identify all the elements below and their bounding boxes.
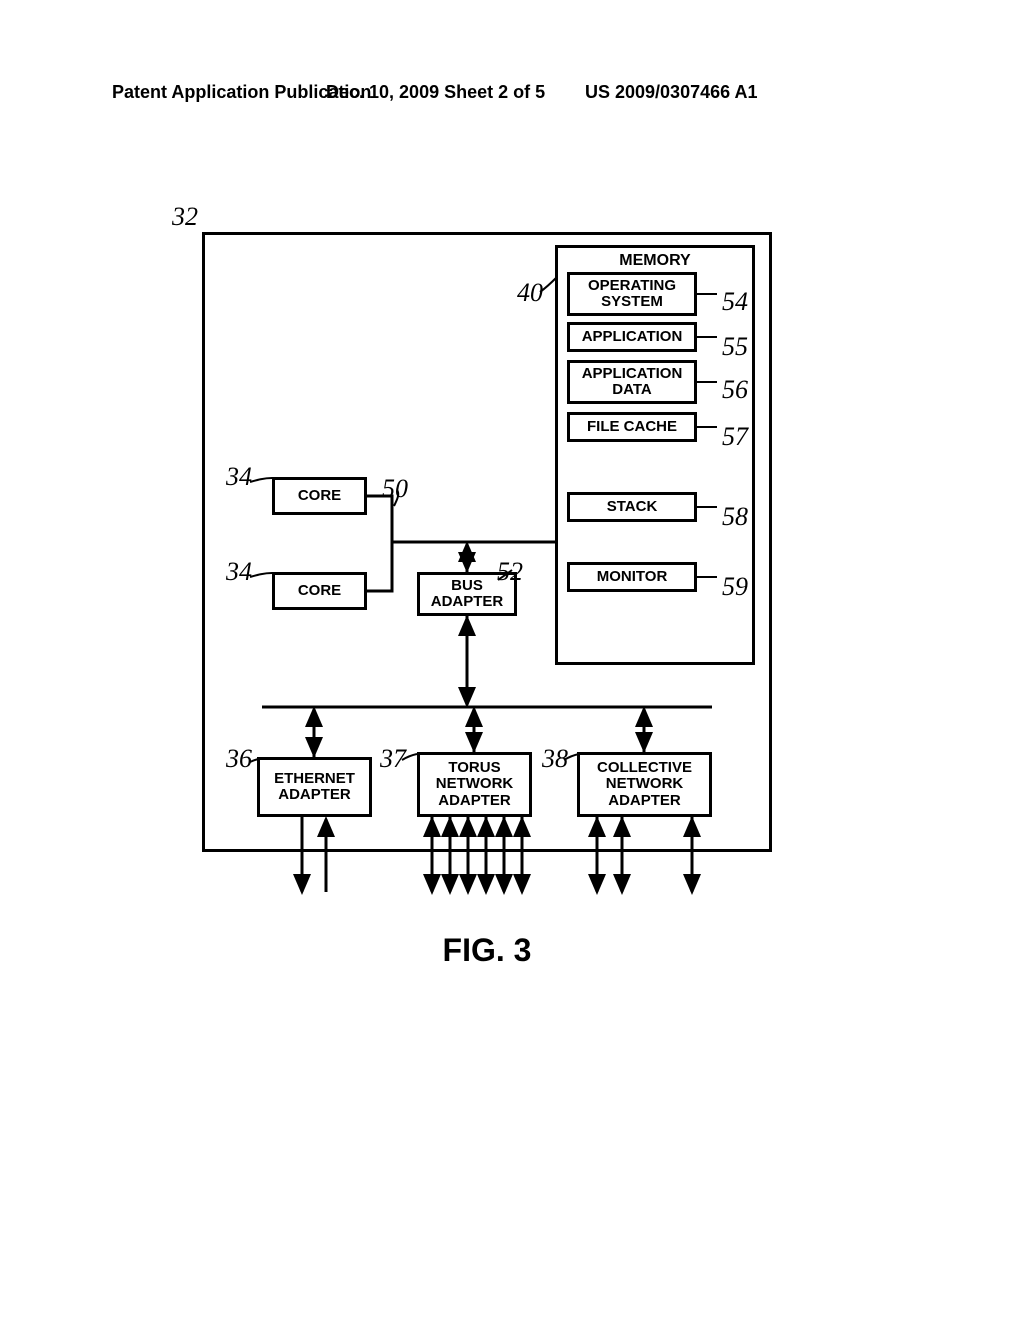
diagram: MEMORY OPERATING SYSTEM APPLICATION APPL… <box>202 232 772 904</box>
ref-58: 58 <box>722 502 748 532</box>
torus-adapter-box: TORUS NETWORK ADAPTER <box>417 752 532 817</box>
header-date-sheet: Dec. 10, 2009 Sheet 2 of 5 <box>326 82 545 103</box>
ref-36: 36 <box>226 744 252 774</box>
application-data-box: APPLICATION DATA <box>567 360 697 404</box>
page-header: Patent Application Publication Dec. 10, … <box>0 82 1024 112</box>
file-cache-box: FILE CACHE <box>567 412 697 442</box>
core2-box: CORE <box>272 572 367 610</box>
ethernet-adapter-box: ETHERNET ADAPTER <box>257 757 372 817</box>
memory-title: MEMORY <box>558 252 752 270</box>
figure-caption: FIG. 3 <box>202 932 772 969</box>
ref-40: 40 <box>517 278 543 308</box>
ref-52: 52 <box>497 557 523 587</box>
os-box: OPERATING SYSTEM <box>567 272 697 316</box>
application-box: APPLICATION <box>567 322 697 352</box>
stack-box: STACK <box>567 492 697 522</box>
ref-54: 54 <box>722 287 748 317</box>
monitor-box: MONITOR <box>567 562 697 592</box>
page: Patent Application Publication Dec. 10, … <box>0 0 1024 1320</box>
collective-adapter-box: COLLECTIVE NETWORK ADAPTER <box>577 752 712 817</box>
core1-box: CORE <box>272 477 367 515</box>
ref-59: 59 <box>722 572 748 602</box>
ref-55: 55 <box>722 332 748 362</box>
ref-50: 50 <box>382 474 408 504</box>
ref-38: 38 <box>542 744 568 774</box>
header-patent-no: US 2009/0307466 A1 <box>585 82 757 103</box>
ref-34b: 34 <box>226 557 252 587</box>
ref-37: 37 <box>380 744 406 774</box>
ref-56: 56 <box>722 375 748 405</box>
ref-57: 57 <box>722 422 748 452</box>
ref-32: 32 <box>172 202 198 232</box>
ref-34a: 34 <box>226 462 252 492</box>
